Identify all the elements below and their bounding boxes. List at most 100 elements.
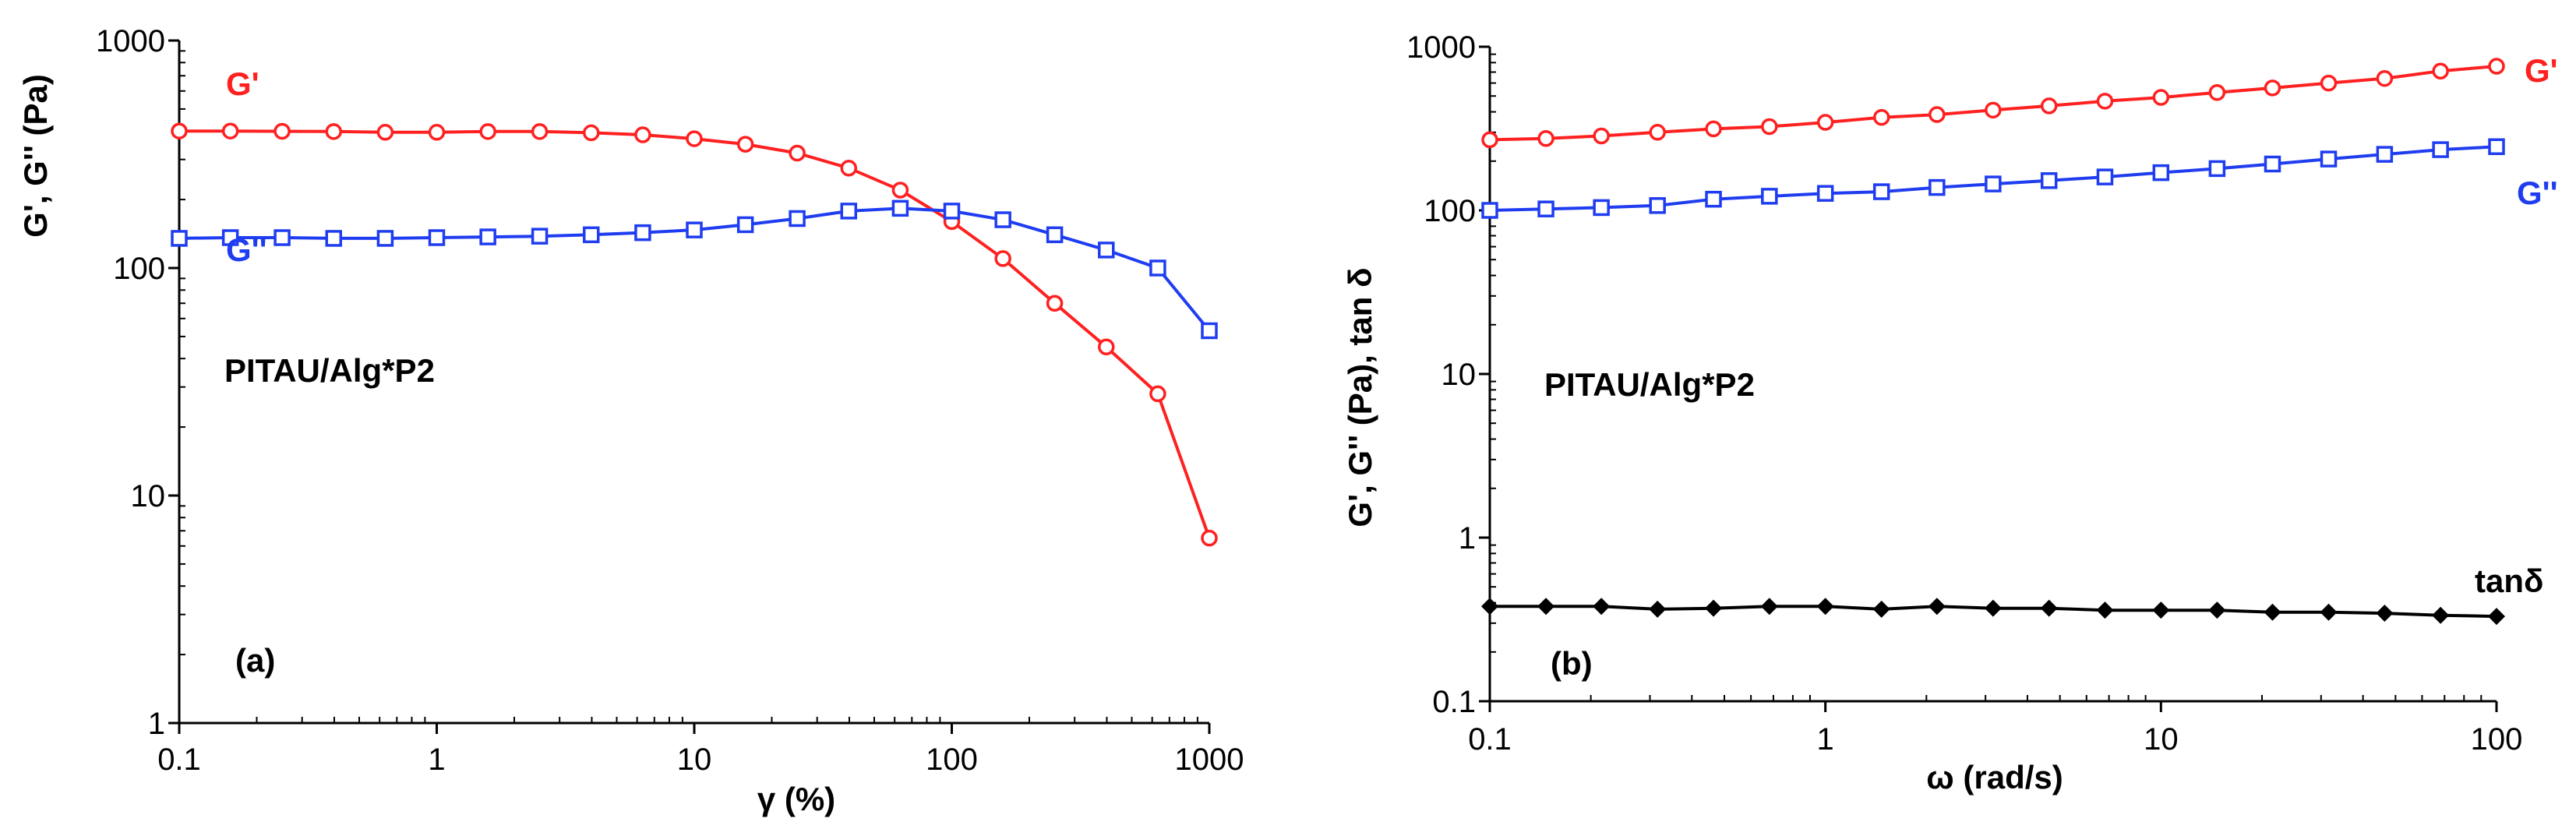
data-point bbox=[2264, 603, 2281, 621]
data-point bbox=[221, 122, 239, 139]
data-point bbox=[1149, 259, 1166, 277]
data-point bbox=[1593, 127, 1610, 145]
y-tick-label: 0.1 bbox=[1432, 685, 1476, 719]
data-point bbox=[1872, 183, 1890, 200]
data-point bbox=[2488, 138, 2505, 156]
data-point bbox=[2432, 62, 2449, 79]
data-point bbox=[2264, 79, 2281, 97]
panel-b-tick-labels: 0.1 1 10 100 1000 0.1 1 10 100 bbox=[1406, 30, 2522, 757]
data-point bbox=[2208, 601, 2226, 619]
x-tick-label: 100 bbox=[2471, 722, 2523, 757]
y-tick-label: 1000 bbox=[96, 24, 165, 58]
data-point bbox=[1649, 124, 1666, 141]
y-tick-label: 1 bbox=[1459, 521, 1476, 556]
data-point bbox=[1481, 598, 1498, 616]
data-point bbox=[840, 203, 858, 220]
data-point bbox=[2152, 601, 2170, 619]
y-tick-label: 1000 bbox=[1406, 30, 1476, 65]
data-point bbox=[1098, 242, 1115, 259]
panel-a-series-g-double-prime bbox=[171, 199, 1218, 340]
data-point bbox=[1816, 598, 1834, 616]
y-tick-label: 10 bbox=[131, 479, 166, 513]
panel-b-series-label-g-double-prime: G'' bbox=[2517, 175, 2558, 211]
data-point bbox=[840, 159, 858, 177]
data-point bbox=[531, 123, 549, 140]
data-point bbox=[1705, 190, 1722, 208]
data-point bbox=[736, 136, 754, 153]
data-point bbox=[2040, 172, 2058, 189]
panel-b-sample-annotation: PITAU/Alg*P2 bbox=[1544, 366, 1755, 403]
x-tick-label: 10 bbox=[2144, 722, 2179, 757]
x-tick-label: 1 bbox=[428, 743, 445, 777]
panel-b: 0.1 1 10 100 1000 0.1 1 10 100 G', G'' (Pa), tan… bbox=[1342, 30, 2558, 795]
data-point bbox=[1098, 338, 1115, 356]
data-point bbox=[1537, 200, 1554, 217]
data-point bbox=[2208, 84, 2226, 101]
data-point bbox=[376, 230, 394, 247]
data-point bbox=[325, 123, 343, 140]
data-point bbox=[479, 123, 496, 140]
data-point bbox=[221, 229, 239, 246]
x-tick-label: 1 bbox=[1817, 722, 1834, 757]
data-point bbox=[1816, 114, 1834, 131]
data-point bbox=[1201, 529, 1218, 547]
panel-b-series-label-tan-delta: tanδ bbox=[2475, 563, 2543, 599]
data-point bbox=[2432, 141, 2449, 158]
data-point bbox=[891, 199, 909, 217]
x-tick-label: 1000 bbox=[1175, 743, 1244, 777]
data-point bbox=[1928, 598, 1946, 616]
data-point bbox=[634, 126, 651, 143]
data-point bbox=[994, 250, 1011, 267]
x-tick-label: 10 bbox=[677, 743, 712, 777]
y-tick-label: 100 bbox=[1424, 194, 1476, 228]
data-point bbox=[1649, 197, 1666, 214]
data-point bbox=[789, 144, 806, 162]
data-point bbox=[2320, 150, 2338, 168]
panel-a-sample-annotation: PITAU/Alg*P2 bbox=[224, 352, 435, 389]
data-point bbox=[2376, 69, 2394, 87]
data-point bbox=[1537, 598, 1555, 616]
data-point bbox=[1761, 118, 1778, 136]
data-point bbox=[2320, 603, 2338, 621]
data-point bbox=[1046, 226, 1064, 244]
data-point bbox=[1705, 120, 1722, 138]
data-point bbox=[2040, 599, 2058, 617]
data-point bbox=[1928, 178, 1946, 196]
panel-a-series-label-g-prime: G' bbox=[226, 65, 259, 102]
data-point bbox=[891, 182, 909, 199]
data-point bbox=[376, 124, 394, 141]
x-tick-label: 0.1 bbox=[1468, 722, 1512, 757]
data-point bbox=[943, 203, 961, 220]
panel-b-series-tan-delta bbox=[1481, 598, 2505, 626]
data-point bbox=[2096, 601, 2114, 619]
y-tick-label: 10 bbox=[1442, 358, 1477, 392]
data-point bbox=[789, 210, 806, 228]
y-tick-label: 100 bbox=[113, 252, 165, 286]
data-point bbox=[686, 221, 703, 238]
data-point bbox=[583, 226, 600, 244]
panel-b-series-g-double-prime bbox=[1481, 138, 2505, 219]
data-point bbox=[2096, 168, 2114, 185]
panel-b-axes bbox=[1479, 45, 2498, 712]
x-tick-label: 0.1 bbox=[157, 743, 201, 777]
data-point bbox=[686, 130, 703, 147]
data-point bbox=[171, 122, 188, 139]
data-point bbox=[325, 230, 343, 247]
y-tick-label: 1 bbox=[148, 707, 165, 741]
data-point bbox=[2488, 608, 2505, 626]
series-line bbox=[179, 129, 1211, 539]
data-point bbox=[1649, 600, 1667, 618]
panel-a-x-axis-title: γ (%) bbox=[757, 781, 835, 817]
data-point bbox=[171, 230, 188, 247]
panel-a-axes bbox=[168, 39, 1211, 734]
panel-b-series-g-prime bbox=[1481, 58, 2505, 149]
data-point bbox=[2320, 74, 2338, 92]
data-point bbox=[1816, 185, 1834, 202]
data-point bbox=[1537, 129, 1554, 147]
data-point bbox=[1985, 101, 2002, 119]
panel-a-series-g-prime bbox=[171, 122, 1218, 547]
data-point bbox=[2152, 89, 2170, 106]
data-point bbox=[2432, 606, 2450, 624]
